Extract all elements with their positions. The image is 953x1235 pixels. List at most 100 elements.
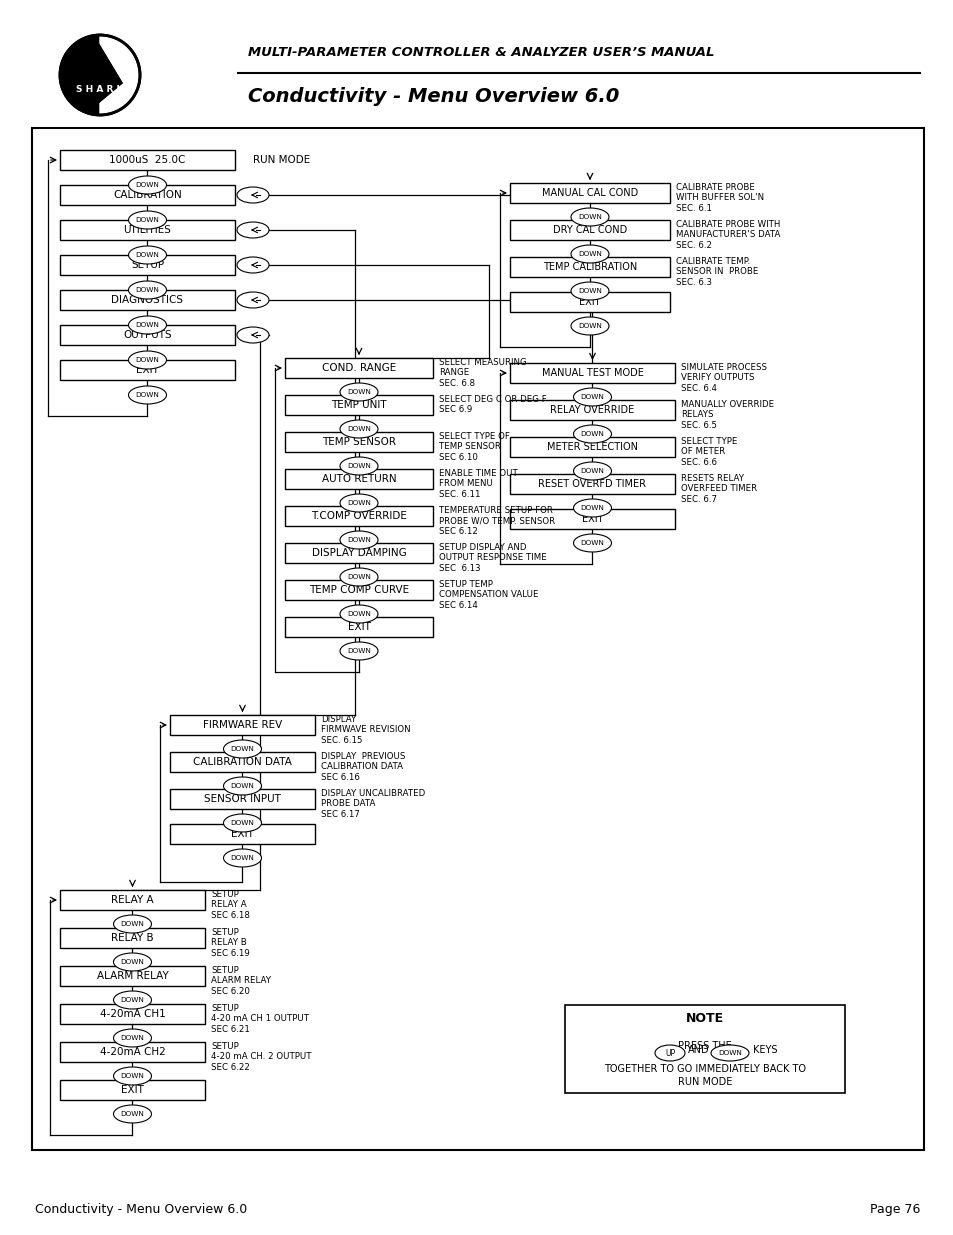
Ellipse shape (129, 211, 167, 228)
Ellipse shape (236, 327, 269, 343)
Ellipse shape (339, 605, 377, 622)
Bar (60, 325, 234, 345)
Bar (170, 789, 314, 809)
Text: NOTE: NOTE (685, 1011, 723, 1025)
Text: SETUP TEMP
COMPENSATION VALUE
SEC 6.14: SETUP TEMP COMPENSATION VALUE SEC 6.14 (438, 580, 537, 610)
Text: EXIT: EXIT (136, 366, 159, 375)
Bar (285, 432, 433, 452)
Text: DOWN: DOWN (347, 389, 371, 395)
Ellipse shape (113, 1105, 152, 1123)
Text: DOWN: DOWN (135, 357, 159, 363)
Text: 1000uS  25.0C: 1000uS 25.0C (110, 156, 186, 165)
Text: DOWN: DOWN (578, 324, 601, 329)
Bar (285, 395, 433, 415)
Ellipse shape (339, 383, 377, 401)
Ellipse shape (339, 568, 377, 585)
Bar (285, 358, 433, 378)
Text: 4-20mA CH1: 4-20mA CH1 (99, 1009, 165, 1019)
Bar (60, 966, 205, 986)
Text: Conductivity - Menu Overview 6.0: Conductivity - Menu Overview 6.0 (35, 1203, 247, 1216)
Ellipse shape (573, 499, 611, 517)
Text: DOWN: DOWN (578, 251, 601, 257)
Text: SETUP
4-20 mA CH. 2 OUTPUT
SEC 6.22: SETUP 4-20 mA CH. 2 OUTPUT SEC 6.22 (211, 1042, 312, 1072)
Text: SENSOR INPUT: SENSOR INPUT (204, 794, 280, 804)
Text: DOWN: DOWN (347, 537, 371, 543)
Bar (60, 290, 234, 310)
Ellipse shape (571, 282, 608, 300)
Ellipse shape (113, 1067, 152, 1086)
Bar (60, 1004, 205, 1024)
Text: DOWN: DOWN (231, 855, 254, 861)
Text: TEMPERATURE SETUP FOR
PROBE W/O TEMP. SENSOR
SEC 6.12: TEMPERATURE SETUP FOR PROBE W/O TEMP. SE… (438, 506, 555, 536)
Ellipse shape (129, 246, 167, 264)
Text: RUN MODE: RUN MODE (677, 1077, 731, 1087)
Text: EXIT: EXIT (347, 622, 370, 632)
Bar (510, 257, 669, 277)
Ellipse shape (129, 282, 167, 299)
Text: CALIBRATE TEMP.
SENSOR IN  PROBE
SEC. 6.3: CALIBRATE TEMP. SENSOR IN PROBE SEC. 6.3 (676, 257, 758, 287)
Polygon shape (98, 43, 122, 103)
Ellipse shape (573, 462, 611, 480)
Text: DOWN: DOWN (718, 1050, 741, 1056)
Ellipse shape (573, 534, 611, 552)
Bar (564, 1005, 844, 1093)
Text: DOWN: DOWN (135, 252, 159, 258)
Bar (285, 469, 433, 489)
Text: DOWN: DOWN (231, 746, 254, 752)
Ellipse shape (571, 207, 608, 226)
Text: TEMP UNIT: TEMP UNIT (331, 400, 386, 410)
Text: SETUP
RELAY A
SEC 6.18: SETUP RELAY A SEC 6.18 (211, 890, 250, 920)
Bar (510, 474, 675, 494)
Wedge shape (60, 35, 100, 115)
Ellipse shape (339, 457, 377, 475)
Bar (285, 580, 433, 600)
Text: DOWN: DOWN (135, 217, 159, 224)
Wedge shape (100, 35, 140, 115)
Text: DOWN: DOWN (231, 820, 254, 826)
Text: ENABLE TIME OUT
FROM MENU
SEC. 6.11: ENABLE TIME OUT FROM MENU SEC. 6.11 (438, 469, 517, 499)
Text: RELAY OVERRIDE: RELAY OVERRIDE (550, 405, 634, 415)
Bar (170, 715, 314, 735)
Ellipse shape (573, 388, 611, 406)
Text: TOGETHER TO GO IMMEDIATELY BACK TO: TOGETHER TO GO IMMEDIATELY BACK TO (603, 1065, 805, 1074)
Text: AND: AND (687, 1045, 709, 1055)
Text: AUTO RETURN: AUTO RETURN (321, 474, 395, 484)
Text: METER SELECTION: METER SELECTION (546, 442, 638, 452)
Bar (510, 291, 669, 312)
Ellipse shape (339, 531, 377, 550)
Ellipse shape (571, 245, 608, 263)
Bar (285, 506, 433, 526)
Text: DOWN: DOWN (347, 500, 371, 506)
Text: DOWN: DOWN (135, 287, 159, 293)
Text: MANUALLY OVERRIDE
RELAYS
SEC. 6.5: MANUALLY OVERRIDE RELAYS SEC. 6.5 (680, 400, 773, 430)
Text: DOWN: DOWN (578, 214, 601, 220)
Bar (60, 254, 234, 275)
Text: DISPLAY DAMPING: DISPLAY DAMPING (312, 548, 406, 558)
Ellipse shape (223, 777, 261, 795)
Text: DISPLAY UNCALIBRATED
PROBE DATA
SEC 6.17: DISPLAY UNCALIBRATED PROBE DATA SEC 6.17 (320, 789, 425, 819)
Ellipse shape (113, 990, 152, 1009)
Text: EXIT: EXIT (231, 829, 253, 839)
Text: DOWN: DOWN (135, 322, 159, 329)
Text: 4-20mA CH2: 4-20mA CH2 (99, 1047, 165, 1057)
Text: DOWN: DOWN (120, 960, 144, 965)
Ellipse shape (113, 915, 152, 932)
Bar (60, 1042, 205, 1062)
Bar (32, 128, 923, 1150)
Ellipse shape (223, 814, 261, 832)
Text: DOWN: DOWN (578, 288, 601, 294)
Bar (60, 149, 234, 170)
Text: DOWN: DOWN (231, 783, 254, 789)
Text: SETUP: SETUP (131, 261, 164, 270)
Text: SETUP
4-20 mA CH 1 OUTPUT
SEC 6.21: SETUP 4-20 mA CH 1 OUTPUT SEC 6.21 (211, 1004, 309, 1034)
Text: DOWN: DOWN (347, 574, 371, 580)
Text: DOWN: DOWN (347, 463, 371, 469)
Text: EXIT: EXIT (121, 1086, 144, 1095)
Text: DOWN: DOWN (120, 1112, 144, 1116)
Text: SIMULATE PROCESS
VERIFY OUTPUTS
SEC. 6.4: SIMULATE PROCESS VERIFY OUTPUTS SEC. 6.4 (680, 363, 766, 393)
Ellipse shape (236, 257, 269, 273)
Text: EXIT: EXIT (578, 296, 600, 308)
Text: ALARM RELAY: ALARM RELAY (96, 971, 168, 981)
Text: CALIBRATION: CALIBRATION (113, 190, 182, 200)
Bar (60, 359, 234, 380)
